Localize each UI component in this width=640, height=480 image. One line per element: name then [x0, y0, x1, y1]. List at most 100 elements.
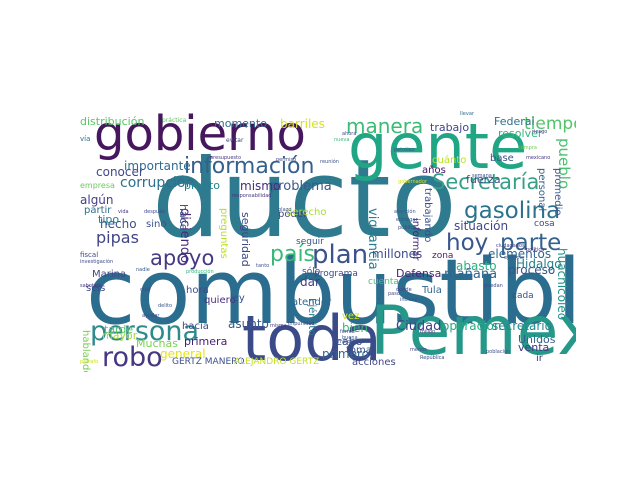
word-vida: vida [118, 209, 129, 215]
word-republica: República [420, 355, 445, 361]
word-seis: seis [86, 283, 106, 294]
word-delito: delito [158, 303, 173, 309]
word-tula: Tula [422, 285, 442, 296]
word-pemex: Pemex [370, 292, 576, 371]
word-ejercito: Ejército [306, 298, 317, 336]
word-mismo: mismo [240, 179, 281, 193]
word-poder: poder [278, 209, 308, 220]
word-despues: después [144, 209, 165, 215]
word-empresa: empresa [80, 181, 115, 190]
word-federal: Federal [494, 115, 535, 128]
word-parrafo: párrafo [80, 359, 99, 365]
word-nadie: nadie [136, 267, 150, 273]
word-toma: toma [346, 345, 372, 356]
word-incluso: incluso [400, 297, 418, 303]
word-riesgo: riesgo [532, 129, 548, 135]
word-hora: hora [186, 285, 209, 296]
word-secretario: secretario [492, 319, 552, 333]
word-publica: pública [398, 225, 417, 231]
word-personal: personal [536, 168, 547, 212]
word-operacion: operación [442, 319, 502, 333]
word-puedan: puedan [484, 283, 503, 289]
word-toda: toda [242, 302, 382, 372]
word-cuenta: cuenta [368, 277, 399, 287]
word-proceso: proceso [508, 263, 556, 277]
word-fiscal: fiscal [80, 251, 99, 259]
word-hecho: hecho [100, 217, 137, 231]
word-barriles: barriles [280, 117, 325, 131]
word-ducto: ducto [152, 137, 457, 262]
word-petroleo: petróleo [394, 147, 415, 153]
word-solo: sólo [302, 267, 321, 277]
word-ayudar: ayudar [142, 313, 160, 319]
word-produccion: producción [186, 269, 214, 275]
word-marina: Marina [92, 269, 127, 280]
word-gertz_manero: GERTZ MANERO [172, 357, 245, 367]
word-tipo: tipo [98, 213, 120, 226]
word-sino: sino [146, 219, 167, 230]
word-tanto: tanto [256, 263, 270, 269]
word-ciudad: Ciudad [396, 319, 442, 334]
word-tiempo: tiempo [524, 114, 576, 134]
word-ciudadanos: ciudadanos [496, 243, 525, 249]
word-cosa: cosa [534, 219, 555, 229]
word-momento: momento [214, 117, 267, 130]
word-hacia: hacia [182, 321, 209, 332]
word-responsabilidad: responsabilidad [232, 193, 272, 199]
word-poblacion: población [486, 349, 511, 355]
word-situacion: situación [454, 219, 509, 233]
word-buena: buena [342, 335, 358, 341]
word-plazo: plazo [278, 207, 292, 213]
word-ejemplo: ejemplo [504, 255, 525, 261]
word-pais: país [270, 242, 316, 267]
word-dar: dar [300, 275, 320, 289]
word-trabajo: trabajo [430, 121, 470, 134]
word-millon: millón [420, 329, 436, 335]
word-plan: plan [312, 240, 369, 270]
word-llevar: llevar [460, 111, 474, 117]
word-investigacion: investigación [80, 259, 114, 265]
word-gobierno: gobierno [94, 108, 306, 162]
word-pipas: pipas [96, 228, 139, 247]
word-hidalgo: Hidalgo [516, 257, 562, 271]
word-presupuesto: presupuesto [210, 155, 242, 161]
word-abasto: abasto [456, 259, 497, 273]
word-derecho: derecho [286, 207, 327, 218]
word-entregar: entregar [396, 217, 418, 223]
word-trabajando: trabajando [422, 188, 433, 243]
word-gasolina: gasolina [464, 198, 561, 224]
word-compra: compra [518, 145, 537, 151]
word-impunidad: impunidad [288, 321, 315, 327]
word-evitar: evitar [226, 137, 244, 144]
word-fuerza: fuerza [466, 173, 501, 186]
word-gente: gente [348, 110, 528, 183]
word-hablando: hablando [80, 330, 91, 372]
word-sabotaje: sabotaje [80, 283, 102, 289]
word-ahora: ahora [342, 131, 357, 137]
word-ley: ley [230, 293, 245, 304]
word-primera: primera [184, 335, 228, 348]
word-importante: importante [124, 159, 191, 173]
word-informacion: información [184, 154, 315, 179]
word-base: base [490, 153, 514, 164]
word-reunion: reunión [320, 159, 339, 165]
word-secretaria: Secretaría [432, 170, 540, 194]
word-cual: cuál [140, 287, 151, 293]
word-millones: millones [372, 247, 423, 261]
word-pronto: pronto [184, 179, 221, 192]
word-forma: forma [340, 329, 355, 335]
word-hoy: hoy [446, 230, 489, 256]
word-robo: robo [102, 342, 163, 372]
word-venta: venta [518, 341, 550, 354]
word-unidos: Unidos [518, 333, 556, 346]
word-practica: práctica [162, 117, 187, 124]
word-muchas: Muchas [136, 337, 178, 350]
word-algun: algún [80, 193, 114, 207]
word-persona: persona [90, 316, 200, 347]
word-atender: atender [292, 297, 332, 308]
word-bien: bien [342, 321, 368, 335]
word-ir: ir [536, 353, 543, 364]
word-politica: política [526, 247, 545, 253]
word-nueva: nueva [334, 137, 350, 143]
